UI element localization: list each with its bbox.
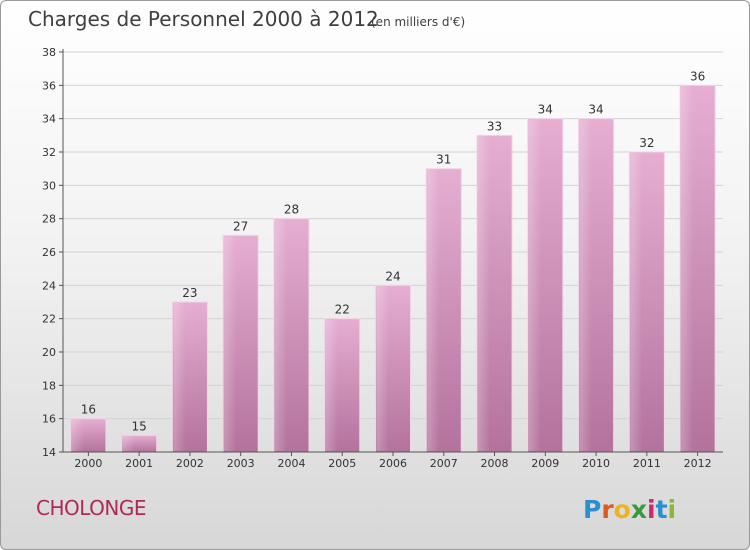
data-label: 33	[487, 119, 502, 133]
y-tick-label: 26	[42, 246, 56, 259]
data-label: 15	[132, 419, 147, 433]
data-label: 22	[335, 303, 350, 317]
proxiti-logo: Proxiti	[583, 495, 676, 524]
y-tick-label: 30	[42, 179, 56, 192]
y-tick-label: 34	[42, 113, 56, 126]
bar-highlight-2004	[274, 219, 288, 451]
data-label: 34	[588, 103, 603, 117]
logo-letter: i	[647, 495, 656, 524]
bar-highlight-2005	[325, 319, 338, 451]
logo-letter: P	[583, 495, 601, 524]
axis-layer: 14 16 18 20 22 24 26 28 30 32 34 36 38 2000 2001 2002 20…	[42, 46, 723, 470]
y-tick-label: 22	[42, 313, 56, 326]
x-tick-label: 2009	[531, 457, 559, 470]
x-tick-label: 2003	[227, 457, 255, 470]
x-tick-label: 2002	[176, 457, 204, 470]
data-label: 27	[233, 219, 248, 233]
data-label: 34	[538, 103, 553, 117]
data-label: 24	[385, 269, 400, 283]
y-tick-label: 24	[42, 279, 56, 292]
x-tick-label: 2008	[481, 457, 509, 470]
y-tick-label: 14	[42, 446, 56, 459]
data-label: 28	[284, 203, 299, 217]
bar-highlight-2010	[579, 119, 592, 452]
x-tick-label: 2000	[74, 457, 102, 470]
y-tick-label: 16	[42, 413, 56, 426]
bar-highlight-2000	[71, 419, 85, 451]
x-tick-label: 2005	[328, 457, 356, 470]
bar-highlight-2007	[427, 169, 440, 451]
y-tick-label: 18	[42, 379, 56, 392]
logo-letter: i	[668, 495, 677, 524]
logo-letter: o	[614, 495, 631, 524]
y-tick-label: 36	[42, 79, 56, 92]
bar-highlight-2011	[630, 153, 643, 451]
bar-highlight-2002	[173, 303, 186, 451]
chart-subtitle: (en milliers d'€)	[371, 15, 465, 29]
y-tick-label: 32	[42, 146, 56, 159]
data-label: 32	[639, 136, 654, 150]
x-tick-label: 2001	[125, 457, 153, 470]
bar-highlight-2009	[528, 119, 542, 452]
x-tick-label: 2004	[277, 457, 305, 470]
data-label: 36	[690, 69, 705, 83]
x-tick-label: 2012	[684, 457, 712, 470]
x-tick-label: 2010	[582, 457, 610, 470]
y-tick-label: 38	[42, 46, 56, 59]
bar-highlight-2008	[478, 136, 491, 452]
chart-title: Charges de Personnel 2000 à 2012	[28, 7, 379, 31]
bar-highlight-2001	[122, 436, 135, 451]
data-label: 31	[436, 153, 451, 167]
x-tick-label: 2011	[633, 457, 661, 470]
bar-highlight-2012	[681, 86, 694, 451]
logo-letter: x	[631, 495, 647, 524]
bar-highlight-2006	[376, 286, 389, 451]
bar-highlight-2003	[224, 236, 237, 451]
logo-letter: t	[656, 495, 668, 524]
bar-layer: 16 15 23 27 28 22 24 31 33 34 34 32 36	[70, 69, 716, 453]
data-label: 16	[81, 403, 96, 417]
logo-letter: r	[601, 495, 614, 524]
commune-name: CHOLONGE	[36, 496, 146, 520]
x-tick-label: 2006	[379, 457, 407, 470]
data-label: 23	[182, 286, 197, 300]
y-tick-label: 20	[42, 346, 56, 359]
x-tick-label: 2007	[430, 457, 458, 470]
y-tick-label: 28	[42, 213, 56, 226]
